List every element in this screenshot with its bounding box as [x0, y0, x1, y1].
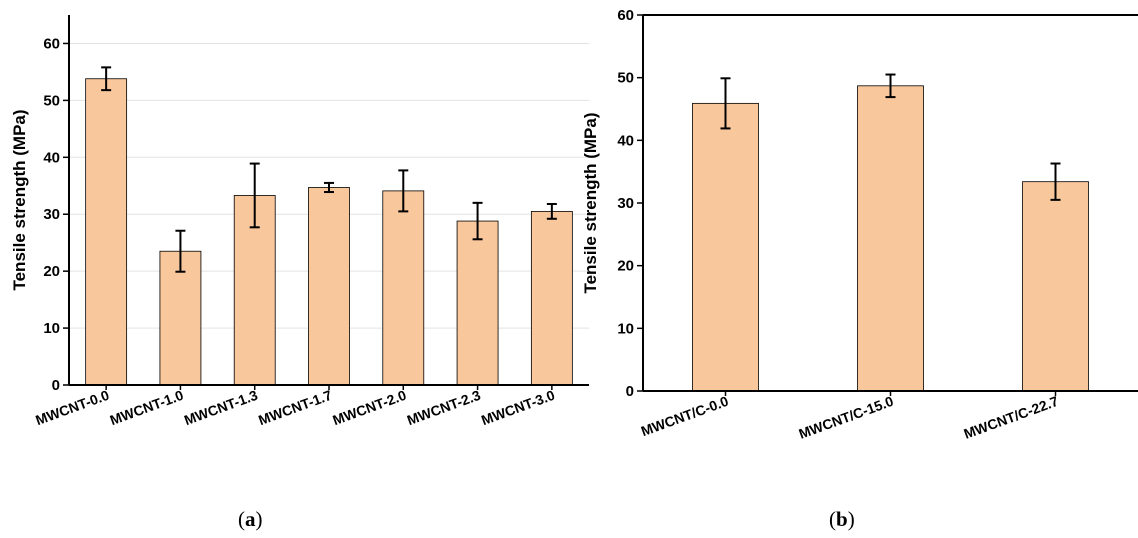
y-tick-label-2: 20 [617, 258, 634, 275]
bar-1 [857, 85, 924, 392]
y-tick-label-6: 60 [617, 7, 634, 24]
bar-6 [530, 210, 573, 386]
y-tick-label-6: 60 [43, 35, 60, 52]
bar-2 [1022, 181, 1089, 392]
y-tick-label-4: 40 [43, 149, 60, 166]
y-tick-label-0: 0 [52, 377, 60, 394]
y-tick-label-1: 10 [43, 320, 60, 337]
y-tick-label-3: 30 [617, 195, 634, 212]
bar-4 [382, 190, 425, 386]
y-tick-label-0: 0 [626, 383, 634, 400]
panel-label-a: (a) [238, 507, 263, 531]
x-tick-label-0: MWCNT/C-0.0 [639, 393, 731, 439]
bar-3 [308, 187, 350, 386]
y-tick-label-1: 10 [617, 320, 634, 337]
y-axis-label: Tensile strength (MPa) [581, 112, 600, 293]
x-tick-label-2: MWCNT/C-22.7 [961, 393, 1060, 442]
panel-label-b-letter: b [836, 507, 848, 531]
panel-label-a-letter: a [245, 507, 256, 531]
x-tick-label-1: MWCNT/C-15.0 [796, 393, 895, 442]
y-axis-label: Tensile strength (MPa) [10, 109, 29, 290]
y-tick-label-5: 50 [617, 70, 634, 87]
y-tick-label-4: 40 [617, 132, 634, 149]
y-tick-label-2: 20 [43, 263, 60, 280]
panel-label-b: (b) [829, 507, 855, 531]
y-tick-label-5: 50 [43, 92, 60, 109]
y-tick-label-3: 30 [43, 206, 60, 223]
bar-0 [692, 102, 759, 392]
